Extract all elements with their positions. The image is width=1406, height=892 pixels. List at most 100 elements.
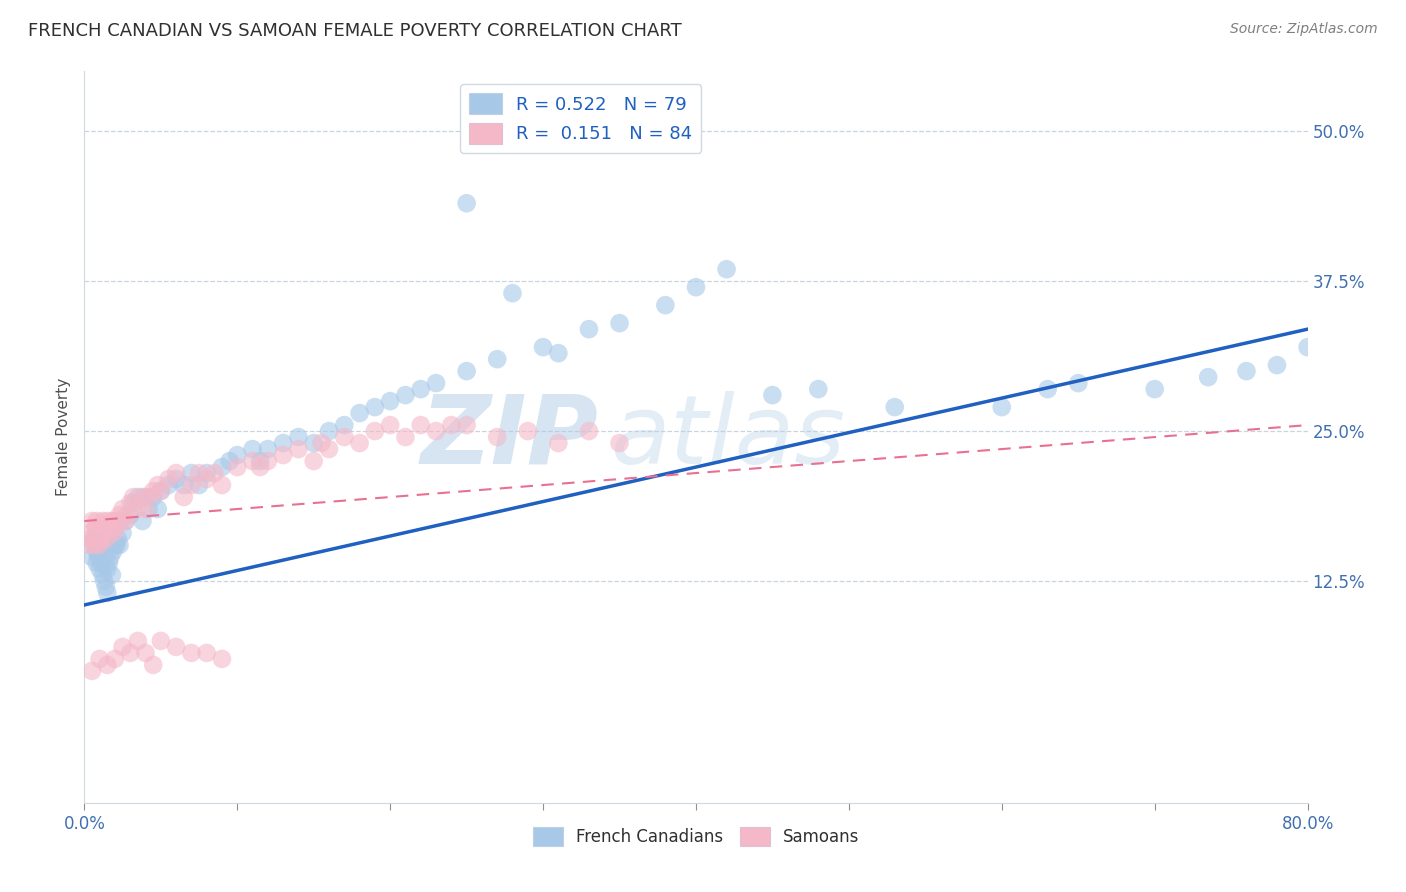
Point — [1296, 340, 1319, 354]
Point — [142, 657, 165, 672]
Point — [89, 562, 111, 576]
Point — [302, 454, 325, 468]
Point — [98, 520, 121, 534]
Point — [89, 520, 111, 534]
Point — [685, 280, 707, 294]
Point — [122, 496, 145, 510]
Point — [364, 424, 387, 438]
Point — [96, 514, 118, 528]
Point — [211, 652, 233, 666]
Point — [138, 502, 160, 516]
Point — [287, 430, 309, 444]
Point — [202, 466, 225, 480]
Point — [79, 532, 101, 546]
Point — [104, 514, 127, 528]
Point — [425, 376, 447, 391]
Point — [127, 634, 149, 648]
Point — [142, 490, 165, 504]
Point — [87, 549, 110, 564]
Point — [122, 490, 145, 504]
Point — [165, 466, 187, 480]
Point — [111, 526, 134, 541]
Point — [77, 538, 100, 552]
Point — [91, 514, 114, 528]
Point — [333, 430, 356, 444]
Point — [311, 436, 333, 450]
Point — [135, 502, 157, 516]
Point — [120, 496, 142, 510]
Point — [1197, 370, 1219, 384]
Point — [131, 490, 153, 504]
Point — [409, 382, 432, 396]
Point — [211, 460, 233, 475]
Point — [716, 262, 738, 277]
Point — [349, 406, 371, 420]
Point — [502, 286, 524, 301]
Point — [93, 526, 115, 541]
Point — [83, 532, 105, 546]
Point — [97, 556, 120, 570]
Point — [111, 640, 134, 654]
Point — [609, 316, 631, 330]
Point — [101, 514, 124, 528]
Point — [440, 418, 463, 433]
Point — [394, 388, 416, 402]
Point — [226, 448, 249, 462]
Point — [302, 436, 325, 450]
Point — [96, 520, 118, 534]
Point — [108, 538, 131, 552]
Point — [105, 538, 128, 552]
Point — [142, 483, 165, 498]
Point — [516, 424, 538, 438]
Text: FRENCH CANADIAN VS SAMOAN FEMALE POVERTY CORRELATION CHART: FRENCH CANADIAN VS SAMOAN FEMALE POVERTY… — [28, 22, 682, 40]
Legend: French Canadians, Samoans: French Canadians, Samoans — [526, 821, 866, 853]
Point — [654, 298, 676, 312]
Point — [111, 502, 134, 516]
Point — [86, 514, 108, 528]
Point — [188, 466, 211, 480]
Point — [807, 382, 830, 396]
Point — [94, 580, 117, 594]
Point — [94, 532, 117, 546]
Point — [120, 646, 142, 660]
Point — [991, 400, 1014, 414]
Point — [107, 514, 129, 528]
Point — [211, 478, 233, 492]
Point — [578, 424, 600, 438]
Point — [104, 538, 127, 552]
Text: ZIP: ZIP — [420, 391, 598, 483]
Point — [104, 652, 127, 666]
Point — [146, 478, 169, 492]
Point — [93, 574, 115, 588]
Point — [456, 418, 478, 433]
Point — [173, 490, 195, 504]
Point — [89, 544, 111, 558]
Point — [425, 424, 447, 438]
Point — [105, 520, 128, 534]
Point — [97, 526, 120, 541]
Point — [86, 556, 108, 570]
Text: atlas: atlas — [610, 391, 845, 483]
Point — [91, 526, 114, 541]
Point — [242, 442, 264, 456]
Point — [83, 538, 105, 552]
Point — [394, 430, 416, 444]
Point — [165, 472, 187, 486]
Point — [90, 532, 112, 546]
Point — [96, 586, 118, 600]
Point — [531, 340, 554, 354]
Point — [127, 490, 149, 504]
Point — [103, 544, 125, 558]
Point — [84, 538, 107, 552]
Point — [84, 520, 107, 534]
Point — [271, 436, 294, 450]
Point — [135, 490, 157, 504]
Point — [114, 514, 136, 528]
Point — [131, 514, 153, 528]
Point — [173, 478, 195, 492]
Point — [90, 556, 112, 570]
Point — [114, 514, 136, 528]
Point — [486, 430, 509, 444]
Point — [86, 544, 108, 558]
Point — [103, 526, 125, 541]
